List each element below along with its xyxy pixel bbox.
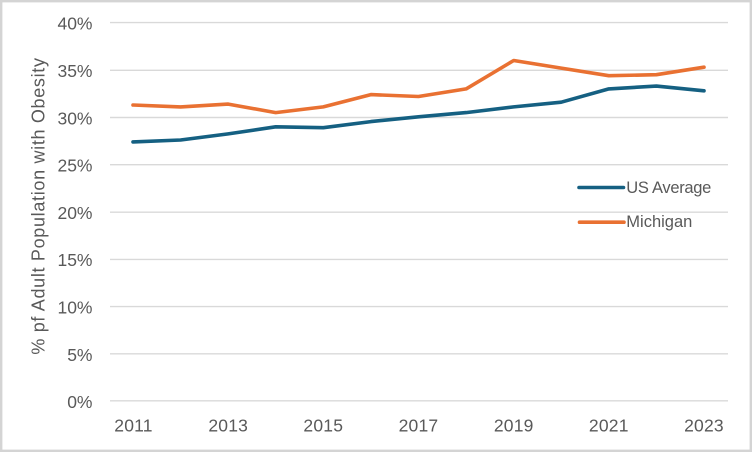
svg-text:% pf Adult Population with Obe: % pf Adult Population with Obesity	[28, 57, 48, 354]
svg-text:25%: 25%	[57, 156, 92, 176]
svg-text:Michigan: Michigan	[626, 213, 692, 231]
svg-text:10%: 10%	[57, 298, 92, 318]
svg-text:2015: 2015	[303, 416, 343, 436]
svg-text:2013: 2013	[208, 416, 248, 436]
svg-text:US Average: US Average	[626, 179, 711, 197]
svg-text:35%: 35%	[57, 61, 92, 81]
svg-text:15%: 15%	[57, 250, 92, 270]
svg-text:20%: 20%	[57, 203, 92, 223]
svg-text:2017: 2017	[399, 416, 439, 436]
svg-text:30%: 30%	[57, 108, 92, 128]
svg-text:5%: 5%	[67, 345, 92, 365]
svg-text:0%: 0%	[67, 392, 92, 412]
svg-text:2021: 2021	[589, 416, 629, 436]
svg-text:2019: 2019	[494, 416, 534, 436]
svg-text:2011: 2011	[114, 416, 152, 436]
svg-text:40%: 40%	[57, 14, 92, 34]
svg-text:2023: 2023	[684, 416, 724, 436]
